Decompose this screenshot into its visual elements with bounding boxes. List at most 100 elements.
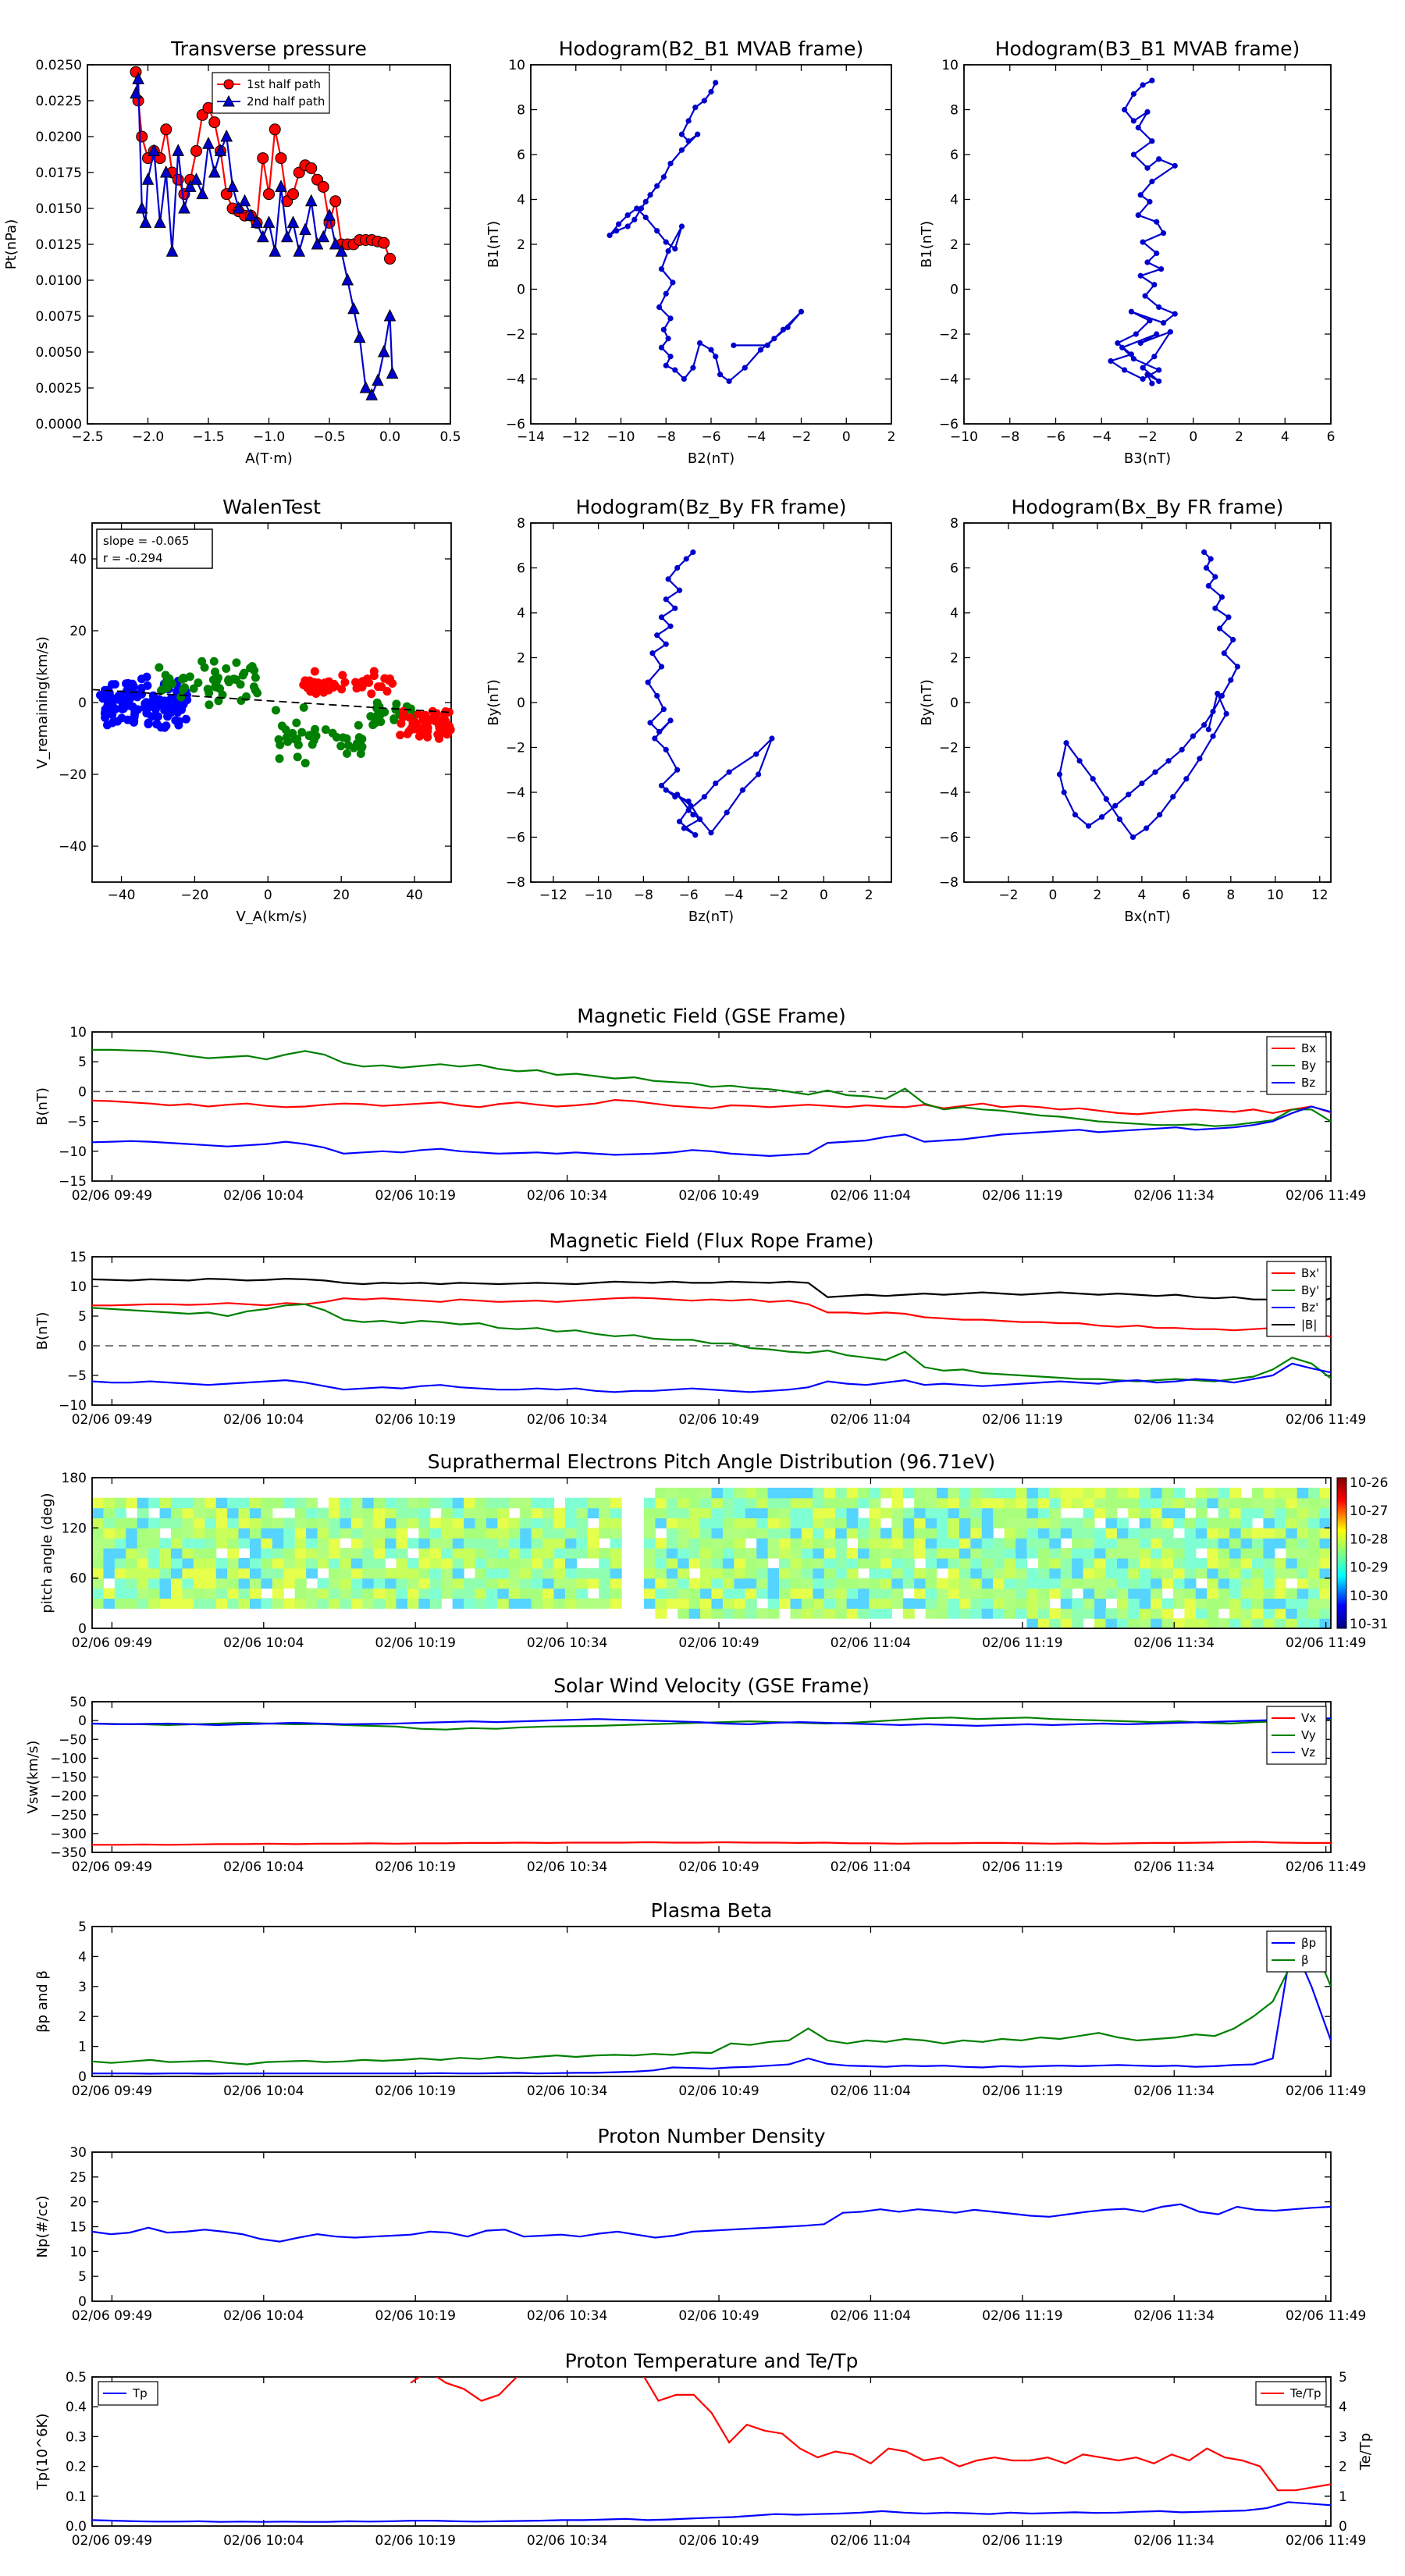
heatmap-cell [1308,1548,1321,1559]
heatmap-cell [531,1557,543,1569]
heatmap-cell [1286,1557,1298,1569]
data-point [708,830,714,836]
heatmap-cell [407,1598,419,1609]
data-point [288,728,297,738]
heatmap-cell [1049,1497,1062,1509]
heatmap-cell [835,1538,848,1549]
heatmap-cell [1094,1507,1107,1519]
y-tick-label: 5 [1339,2370,1347,2386]
heatmap-cell [1161,1507,1174,1519]
heatmap-cell [655,1538,667,1549]
heatmap-cell [553,1598,566,1609]
data-point [280,229,293,243]
heatmap-cell [1116,1528,1129,1539]
heatmap-cell [1161,1567,1174,1579]
x-tick-label: −8 [634,888,653,903]
heatmap-cell [193,1497,205,1509]
heatmap-cell [823,1567,836,1579]
heatmap-cell [1037,1618,1050,1629]
data-point [660,706,667,713]
heatmap-cell [1184,1538,1197,1549]
heatmap-cell [475,1588,487,1599]
x-tick-label: 02/06 11:34 [1134,1188,1215,1204]
heatmap-cell [599,1548,611,1559]
heatmap-cell [249,1517,262,1528]
heatmap-cell [1060,1567,1072,1579]
data-point [1154,250,1160,257]
heatmap-cell [678,1598,690,1609]
data-point [685,798,692,805]
y-tick-label: 4 [517,193,525,208]
x-tick-label: 4 [1137,888,1146,903]
heatmap-cell [1229,1567,1242,1579]
heatmap-cell [1297,1567,1309,1579]
data-point [154,215,166,228]
heatmap-cell [801,1598,813,1609]
heatmap-cell [688,1487,701,1499]
heatmap-cell [902,1548,915,1559]
heatmap-cell [643,1528,656,1539]
x-tick-label: 02/06 11:34 [1134,2083,1215,2099]
data-point [1144,372,1151,378]
heatmap-cell [1252,1528,1264,1539]
heatmap-cell [238,1507,251,1519]
heatmap-cell [1286,1487,1298,1499]
heatmap-cell [1173,1598,1186,1609]
x-tick-label: 02/06 11:19 [982,1859,1062,1875]
y-tick-label: −2 [939,741,959,756]
heatmap-cell [869,1507,881,1519]
heatmap-cell [1229,1538,1242,1549]
x-tick-label: 02/06 10:04 [223,1859,304,1875]
heatmap-cell [981,1608,994,1619]
heatmap-cell [193,1567,205,1579]
heatmap-cell [858,1497,870,1509]
heatmap-cell [553,1548,566,1559]
data-point [654,632,660,639]
heatmap-cell [1218,1538,1230,1549]
data-point [1116,816,1122,823]
heatmap-cell [429,1598,442,1609]
heatmap-cell [441,1557,454,1569]
heatmap-cell [835,1487,848,1499]
heatmap-cell [1026,1517,1039,1528]
heatmap-cell [249,1588,262,1599]
heatmap-cell [193,1598,205,1609]
data-point [1172,162,1178,169]
data-point [1147,318,1153,324]
heatmap-cell [317,1528,329,1539]
data-point [275,180,287,192]
heatmap-cell [1049,1557,1062,1569]
heatmap-cell [137,1557,149,1569]
heatmap-cell [1072,1528,1084,1539]
x-tick-label: −14 [517,429,545,445]
x-tick-label: 02/06 10:49 [678,1412,759,1428]
heatmap-cell [1173,1487,1186,1499]
data-point [190,173,203,185]
heatmap-cell [734,1548,746,1559]
heatmap-cell [1207,1538,1219,1549]
heatmap-cell [531,1507,543,1519]
heatmap-cell [734,1517,746,1528]
data-point [321,725,330,735]
chart-title: Hodogram(Bz_By FR frame) [575,496,846,518]
heatmap-cell [711,1588,724,1599]
heatmap-cell [858,1517,870,1528]
heatmap-cell [1218,1487,1230,1499]
heatmap-cell [1229,1548,1242,1559]
y-tick-label: −5 [67,1115,87,1130]
y-tick-label: 0.0125 [36,237,82,253]
heatmap-cell [1026,1487,1039,1499]
data-point [365,388,379,400]
data-point [1135,124,1141,131]
x-axis-label: Bx(nT) [1124,909,1170,925]
heatmap-cell [711,1538,724,1549]
heatmap-cell [643,1578,656,1589]
heatmap-cell [1263,1588,1275,1599]
heatmap-cell [678,1567,690,1579]
data-point [141,173,155,185]
heatmap-cell [1004,1528,1016,1539]
heatmap-cell [272,1528,284,1539]
heatmap-cell [1016,1598,1028,1609]
x-tick-label: −2 [769,888,788,903]
data-point [624,223,631,229]
